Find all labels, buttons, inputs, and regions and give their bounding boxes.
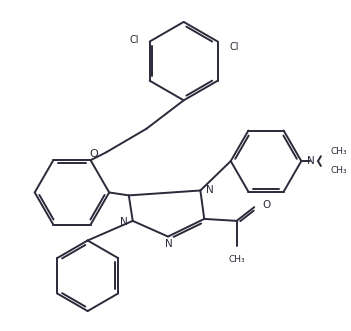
Text: O: O bbox=[262, 200, 270, 210]
Text: CH₃: CH₃ bbox=[331, 147, 347, 156]
Text: N: N bbox=[120, 217, 128, 227]
Text: N: N bbox=[307, 156, 315, 166]
Text: CH₃: CH₃ bbox=[228, 255, 245, 264]
Text: Cl: Cl bbox=[130, 34, 139, 45]
Text: Cl: Cl bbox=[230, 42, 239, 52]
Text: O: O bbox=[90, 149, 98, 159]
Text: CH₃: CH₃ bbox=[331, 166, 347, 175]
Text: N: N bbox=[165, 239, 173, 249]
Text: N: N bbox=[206, 184, 214, 195]
